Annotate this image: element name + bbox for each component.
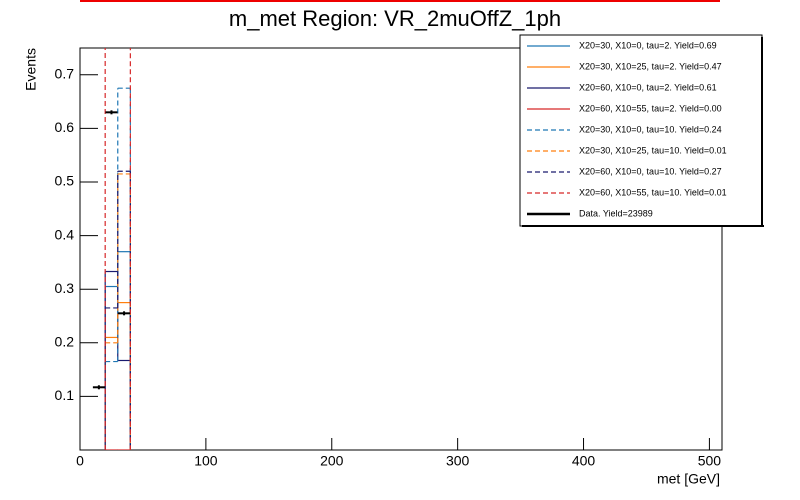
y-tick-label: 0.2 [55,334,75,350]
legend-label: Data. Yield=23989 [579,208,653,218]
legend-label: X20=30, X10=25, tau=10. Yield=0.01 [579,145,727,155]
legend-label: X20=60, X10=55, tau=10. Yield=0.01 [579,187,727,197]
legend-label: X20=60, X10=0, tau=2. Yield=0.61 [579,82,717,92]
y-tick-label: 0.3 [55,280,75,296]
y-tick-label: 0.1 [55,387,75,403]
x-tick-label: 200 [320,453,344,469]
y-tick-label: 0.5 [55,173,75,189]
x-tick-label: 100 [194,453,218,469]
legend-label: X20=30, X10=0, tau=10. Yield=0.24 [579,124,722,134]
y-tick-label: 0.4 [55,226,75,242]
legend-label: X20=30, X10=25, tau=2. Yield=0.47 [579,61,722,71]
y-tick-label: 0.7 [55,66,75,82]
legend-label: X20=30, X10=0, tau=2. Yield=0.69 [579,40,717,50]
chart-title: m_met Region: VR_2muOffZ_1ph [229,6,561,31]
plot-area [92,48,131,450]
legend-label: X20=60, X10=0, tau=10. Yield=0.27 [579,166,722,176]
x-tick-label: 400 [572,453,596,469]
y-tick-label: 0.6 [55,119,75,135]
x-tick-label: 500 [698,453,722,469]
frame [79,47,723,451]
legend-label: X20=60, X10=55, tau=2. Yield=0.00 [579,103,722,113]
x-tick-label: 300 [446,453,470,469]
x-axis-label: met [GeV] [657,471,720,487]
x-tick-label: 0 [76,453,84,469]
y-axis-label: Events [23,48,39,91]
